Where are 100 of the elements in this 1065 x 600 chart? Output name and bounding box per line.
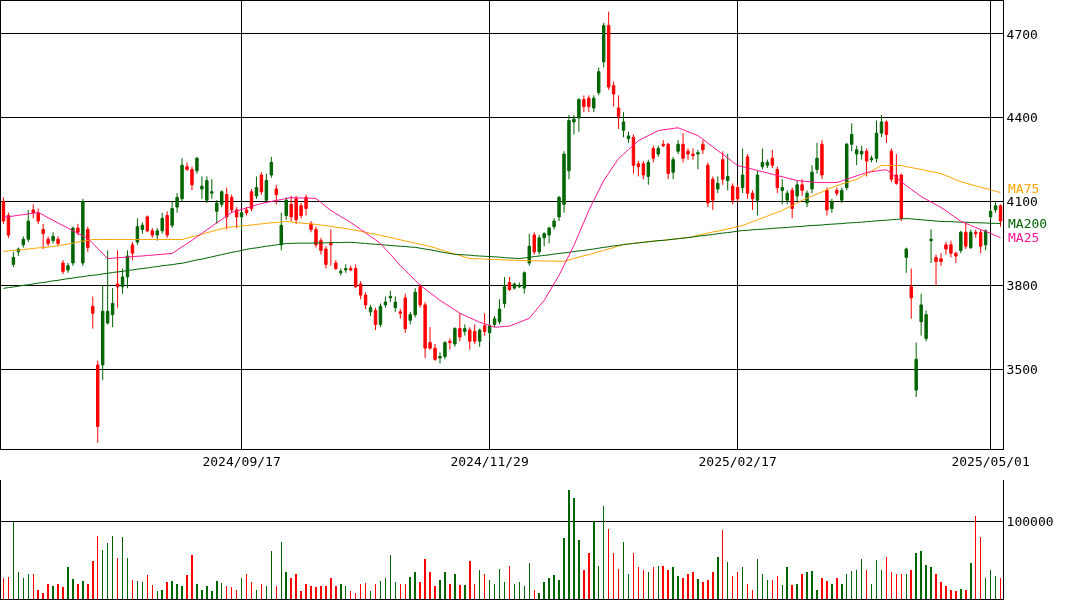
candlestick [864, 147, 869, 177]
candlestick [785, 189, 789, 205]
candlestick [140, 221, 145, 235]
x-tick-label: 2025/05/01 [951, 453, 1030, 469]
candlestick [840, 187, 844, 204]
candlestick [904, 247, 908, 274]
candlestick [239, 210, 244, 232]
candlestick [601, 22, 606, 68]
candlestick [284, 196, 288, 221]
candlestick [11, 251, 16, 268]
candlestick [274, 184, 279, 205]
candlestick [363, 291, 368, 310]
candlestick [512, 282, 517, 291]
candlestick [492, 315, 497, 328]
candlestick [959, 230, 963, 254]
candlestick [646, 159, 651, 186]
candlestick [448, 337, 452, 351]
candlestick [874, 120, 879, 163]
candlestick [254, 175, 259, 200]
candlestick [339, 268, 343, 277]
candlestick [755, 170, 760, 216]
candlestick [453, 326, 457, 348]
candlestick [636, 160, 641, 177]
candlestick [329, 228, 333, 267]
candlestick [820, 139, 824, 180]
candlestick [264, 173, 269, 204]
candlestick [879, 114, 884, 138]
candlestick [795, 180, 799, 203]
candlestick [964, 221, 968, 250]
candlestick [507, 276, 512, 292]
candlestick [914, 342, 918, 398]
candlestick [676, 139, 680, 155]
candlestick [859, 145, 864, 161]
line-series [2, 165, 1002, 262]
candlestick [458, 312, 462, 342]
candlestick [383, 296, 388, 309]
candlestick [810, 164, 814, 194]
candlestick [269, 156, 274, 179]
candlestick [671, 156, 675, 180]
series-label: MA25 [1008, 230, 1040, 245]
candlestick [170, 201, 174, 229]
candlestick [770, 149, 775, 169]
candlestick [51, 231, 55, 244]
candlestick [96, 360, 100, 444]
candlestick [621, 111, 626, 138]
candlestick [775, 166, 780, 194]
candlestick [259, 171, 264, 196]
series-label: MA200 [1008, 216, 1048, 231]
candlestick [760, 147, 765, 170]
candlestick [388, 290, 393, 303]
candlestick [165, 210, 169, 239]
y-tick-label: 100000 [1006, 514, 1054, 530]
candlestick [626, 131, 631, 144]
candlestick [130, 241, 135, 261]
candlestick [750, 189, 755, 211]
candlestick [800, 178, 804, 197]
candlestick [135, 217, 140, 246]
candlestick [869, 154, 874, 163]
y-tick-label: 3800 [1006, 277, 1038, 293]
candlestick [373, 307, 378, 331]
candlestick [56, 235, 60, 247]
candlestick [91, 296, 95, 330]
candlestick [929, 228, 933, 264]
candlestick [36, 208, 40, 225]
candlestick [730, 182, 735, 205]
candlestick [244, 206, 249, 216]
y-tick-label: 4100 [1006, 194, 1038, 210]
candlestick [616, 94, 621, 130]
line-series [2, 127, 1002, 328]
x-tick-label: 2024/11/29 [450, 453, 529, 469]
candlestick [765, 159, 770, 169]
candlestick [998, 203, 1003, 228]
candlestick [115, 249, 120, 309]
candlestick [378, 302, 383, 328]
candlestick [993, 201, 998, 214]
candlestick [41, 223, 45, 250]
candlestick [978, 228, 983, 254]
candlestick [696, 149, 700, 170]
candlestick [368, 304, 373, 317]
candlestick [522, 270, 527, 295]
candlestick [1, 196, 6, 225]
candlestick [725, 153, 730, 191]
candlestick [656, 145, 660, 158]
candlestick [46, 235, 50, 247]
candlestick [66, 262, 70, 274]
candlestick [651, 145, 656, 163]
candlestick [552, 217, 556, 230]
candlestick [884, 120, 889, 144]
candlestick [641, 160, 646, 180]
candlestick [721, 150, 725, 186]
candlestick [825, 187, 829, 216]
candlestick [815, 142, 819, 175]
candlestick [31, 203, 35, 219]
candlestick [854, 145, 859, 166]
candlestick [497, 298, 502, 325]
candlestick [577, 97, 581, 133]
candlestick [393, 296, 398, 313]
candlestick [81, 198, 85, 267]
candlestick [983, 228, 988, 251]
candlestick [527, 233, 531, 267]
